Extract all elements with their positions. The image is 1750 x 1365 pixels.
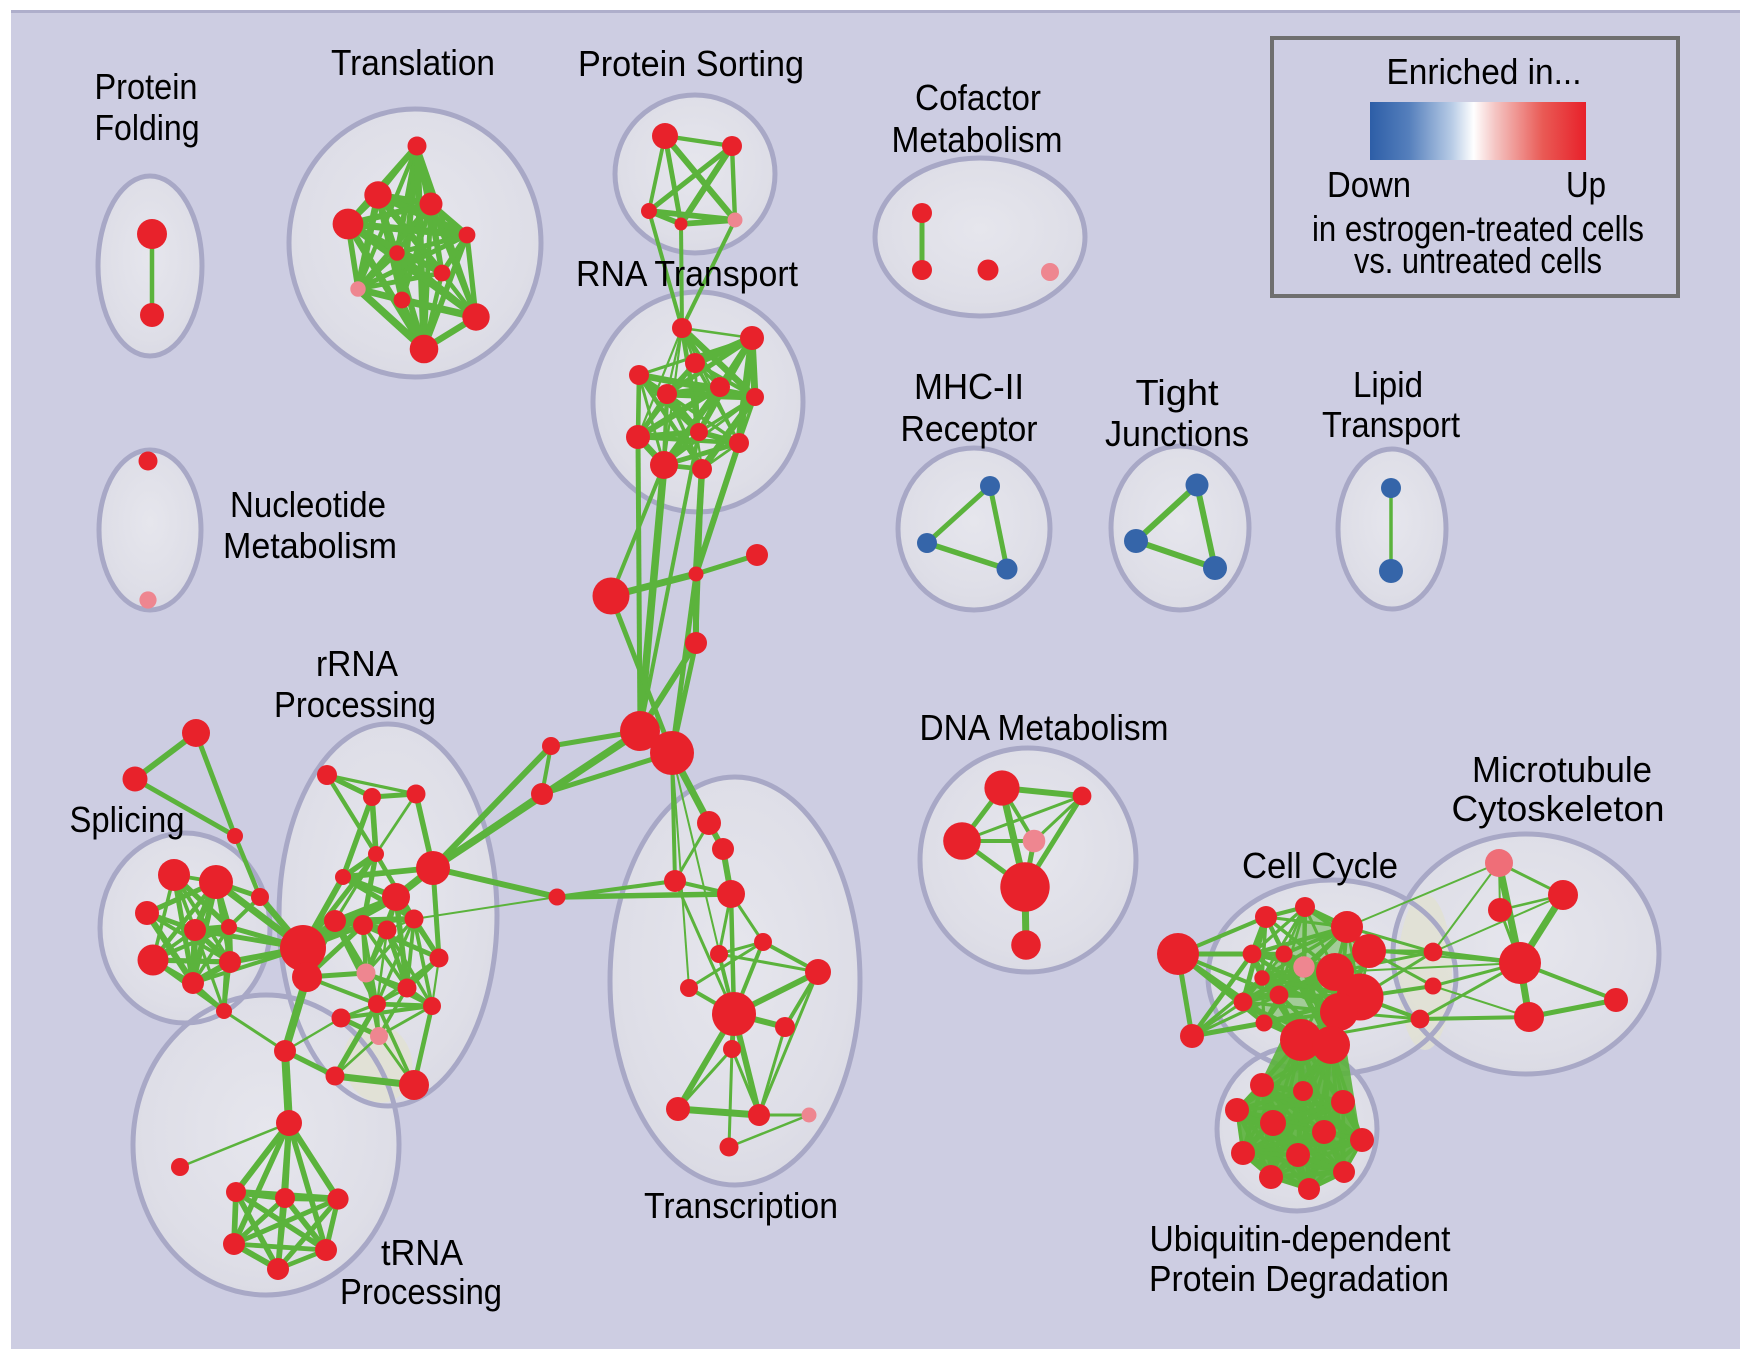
svg-text:Translation: Translation <box>331 42 495 83</box>
svg-text:Processing: Processing <box>340 1271 502 1312</box>
svg-text:tRNA: tRNA <box>381 1232 463 1273</box>
svg-text:Protein Sorting: Protein Sorting <box>578 43 804 84</box>
svg-text:Tight: Tight <box>1136 372 1219 413</box>
svg-text:Protein: Protein <box>95 66 198 107</box>
svg-text:Receptor: Receptor <box>901 408 1038 449</box>
svg-text:Down: Down <box>1327 164 1411 205</box>
svg-text:Folding: Folding <box>95 107 200 148</box>
svg-text:Cytoskeleton: Cytoskeleton <box>1452 788 1665 829</box>
svg-text:Protein Degradation: Protein Degradation <box>1149 1258 1449 1299</box>
svg-text:Lipid: Lipid <box>1353 364 1423 405</box>
svg-text:Processing: Processing <box>274 684 436 725</box>
svg-text:MHC-II: MHC-II <box>914 366 1024 407</box>
svg-text:Transport: Transport <box>1322 404 1460 445</box>
svg-text:RNA Transport: RNA Transport <box>576 253 798 294</box>
svg-text:rRNA: rRNA <box>316 643 398 684</box>
svg-text:Nucleotide: Nucleotide <box>230 484 386 525</box>
svg-text:Transcription: Transcription <box>644 1185 838 1226</box>
svg-text:DNA Metabolism: DNA Metabolism <box>920 707 1169 748</box>
svg-text:Enriched in...: Enriched in... <box>1387 51 1582 92</box>
svg-text:Cofactor: Cofactor <box>915 77 1041 118</box>
svg-text:Junctions: Junctions <box>1105 413 1249 454</box>
svg-text:Up: Up <box>1566 164 1606 205</box>
svg-text:Splicing: Splicing <box>70 799 185 840</box>
svg-text:Metabolism: Metabolism <box>892 119 1063 160</box>
svg-text:Microtubule: Microtubule <box>1472 749 1652 790</box>
svg-text:in estrogen-treated cells: in estrogen-treated cells <box>1312 208 1644 249</box>
svg-text:Metabolism: Metabolism <box>223 525 397 566</box>
svg-text:Cell Cycle: Cell Cycle <box>1242 845 1398 886</box>
svg-text:Ubiquitin-dependent: Ubiquitin-dependent <box>1150 1218 1451 1259</box>
svg-text:vs. untreated cells: vs. untreated cells <box>1354 240 1602 281</box>
